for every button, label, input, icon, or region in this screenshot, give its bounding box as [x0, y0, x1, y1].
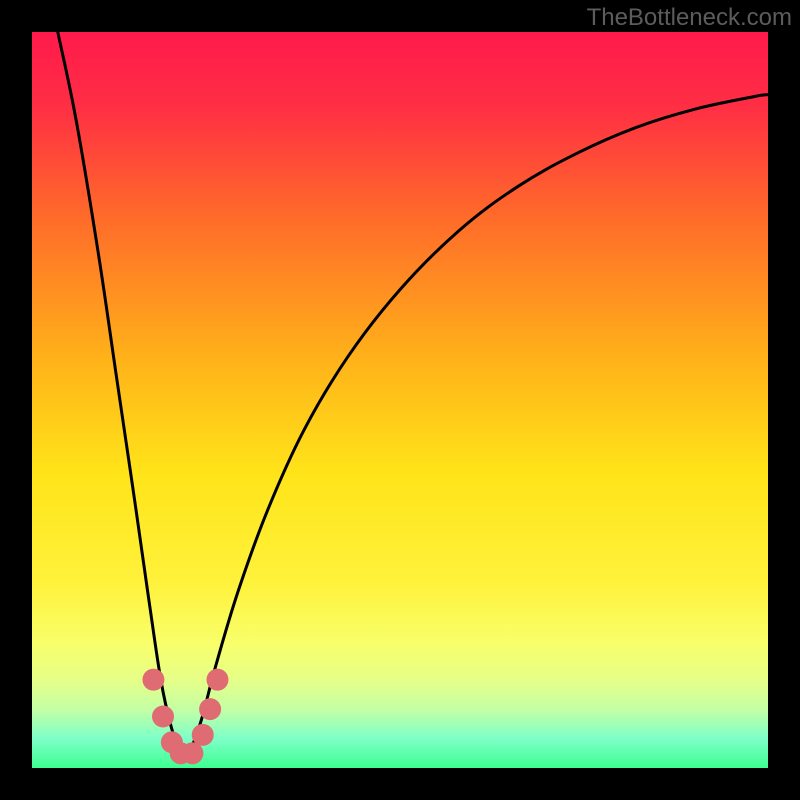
marker-point [206, 669, 228, 691]
watermark-text: TheBottleneck.com [587, 4, 792, 32]
marker-point [199, 698, 221, 720]
marker-point [181, 742, 203, 764]
figure-root: TheBottleneck.com [0, 0, 800, 800]
marker-point [142, 669, 164, 691]
marker-point [192, 724, 214, 746]
chart-svg [0, 0, 800, 800]
plot-background [32, 32, 768, 768]
marker-point [152, 705, 174, 727]
